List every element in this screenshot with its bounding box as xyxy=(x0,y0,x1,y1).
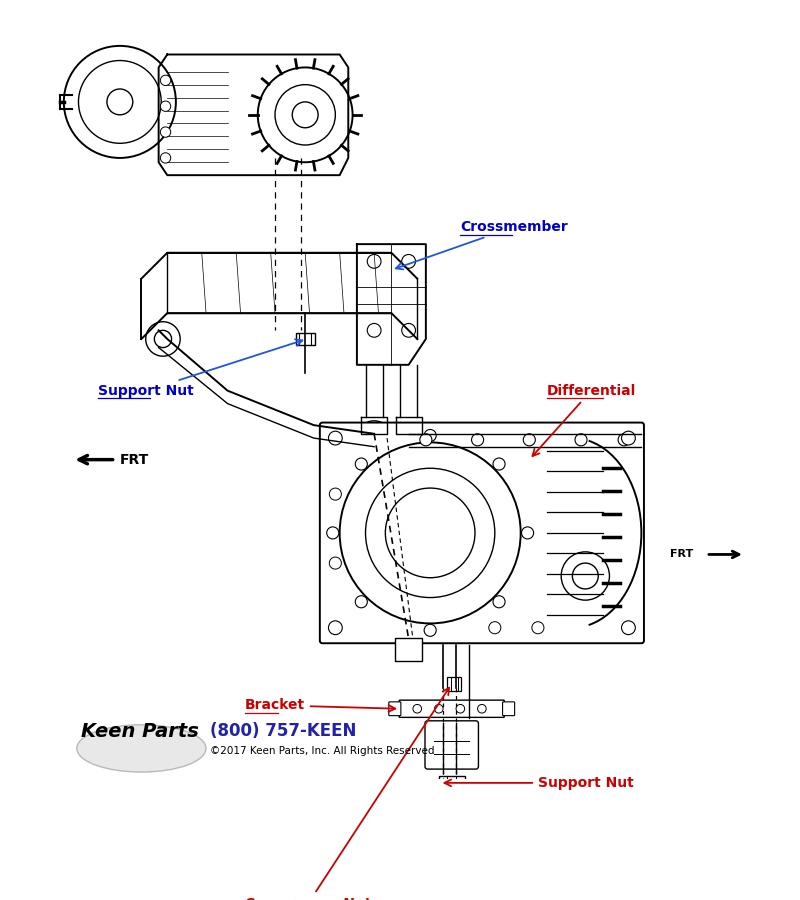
Circle shape xyxy=(365,430,384,449)
FancyBboxPatch shape xyxy=(320,423,644,644)
Circle shape xyxy=(622,431,635,445)
Circle shape xyxy=(160,76,170,86)
Text: (800) 757-KEEN: (800) 757-KEEN xyxy=(210,722,357,740)
Circle shape xyxy=(493,458,505,470)
Text: Differential: Differential xyxy=(0,899,1,900)
Circle shape xyxy=(160,153,170,163)
Text: FRT: FRT xyxy=(120,453,149,466)
Circle shape xyxy=(622,621,635,634)
Circle shape xyxy=(478,705,486,713)
Text: Support Nut: Support Nut xyxy=(445,776,634,790)
Circle shape xyxy=(471,434,484,446)
Ellipse shape xyxy=(77,724,206,772)
Circle shape xyxy=(329,431,342,445)
FancyBboxPatch shape xyxy=(447,677,462,690)
Circle shape xyxy=(420,434,432,446)
Text: Compressor Nut: Compressor Nut xyxy=(245,688,449,900)
Circle shape xyxy=(489,622,501,634)
Text: Support Nut: Support Nut xyxy=(98,339,302,398)
Text: Compressor Nut: Compressor Nut xyxy=(0,899,1,900)
Circle shape xyxy=(355,421,393,459)
Circle shape xyxy=(160,127,170,137)
Circle shape xyxy=(402,323,415,338)
Text: Support Nut: Support Nut xyxy=(0,899,1,900)
FancyBboxPatch shape xyxy=(389,702,401,716)
FancyBboxPatch shape xyxy=(296,333,314,345)
Text: Bracket: Bracket xyxy=(0,899,1,900)
Circle shape xyxy=(618,434,630,446)
Circle shape xyxy=(456,705,465,713)
Circle shape xyxy=(367,323,381,338)
Circle shape xyxy=(355,596,367,608)
FancyBboxPatch shape xyxy=(438,776,465,790)
Circle shape xyxy=(434,705,443,713)
Text: ©2017 Keen Parts, Inc. All Rights Reserved: ©2017 Keen Parts, Inc. All Rights Reserv… xyxy=(210,746,435,756)
Circle shape xyxy=(575,434,587,446)
Circle shape xyxy=(292,102,318,128)
Circle shape xyxy=(532,622,544,634)
Text: Differential: Differential xyxy=(533,383,636,456)
Text: Support Nut: Support Nut xyxy=(0,899,1,900)
Circle shape xyxy=(522,526,534,539)
Text: FRT: FRT xyxy=(670,550,693,560)
Circle shape xyxy=(493,596,505,608)
Circle shape xyxy=(367,255,381,268)
Circle shape xyxy=(160,101,170,112)
Text: Crossmember: Crossmember xyxy=(0,899,1,900)
Circle shape xyxy=(330,488,342,500)
Circle shape xyxy=(424,429,436,442)
Circle shape xyxy=(258,68,353,162)
Circle shape xyxy=(146,321,180,356)
Circle shape xyxy=(413,705,422,713)
Text: Bracket: Bracket xyxy=(245,698,395,712)
Circle shape xyxy=(366,468,495,598)
FancyBboxPatch shape xyxy=(502,702,514,716)
Circle shape xyxy=(78,60,162,143)
Text: Crossmember: Crossmember xyxy=(396,220,568,269)
Circle shape xyxy=(386,488,475,578)
FancyBboxPatch shape xyxy=(399,700,504,717)
Circle shape xyxy=(355,458,367,470)
FancyBboxPatch shape xyxy=(395,638,422,662)
Circle shape xyxy=(154,330,171,347)
Circle shape xyxy=(107,89,133,115)
Circle shape xyxy=(561,552,610,600)
Circle shape xyxy=(329,621,342,634)
Circle shape xyxy=(572,563,598,589)
Circle shape xyxy=(275,85,335,145)
Circle shape xyxy=(64,46,176,158)
Circle shape xyxy=(424,625,436,636)
Text: Keen Parts: Keen Parts xyxy=(81,722,199,741)
FancyBboxPatch shape xyxy=(425,721,478,770)
Circle shape xyxy=(523,434,535,446)
Circle shape xyxy=(326,526,338,539)
Circle shape xyxy=(402,255,415,268)
Circle shape xyxy=(340,443,521,624)
Circle shape xyxy=(330,557,342,569)
